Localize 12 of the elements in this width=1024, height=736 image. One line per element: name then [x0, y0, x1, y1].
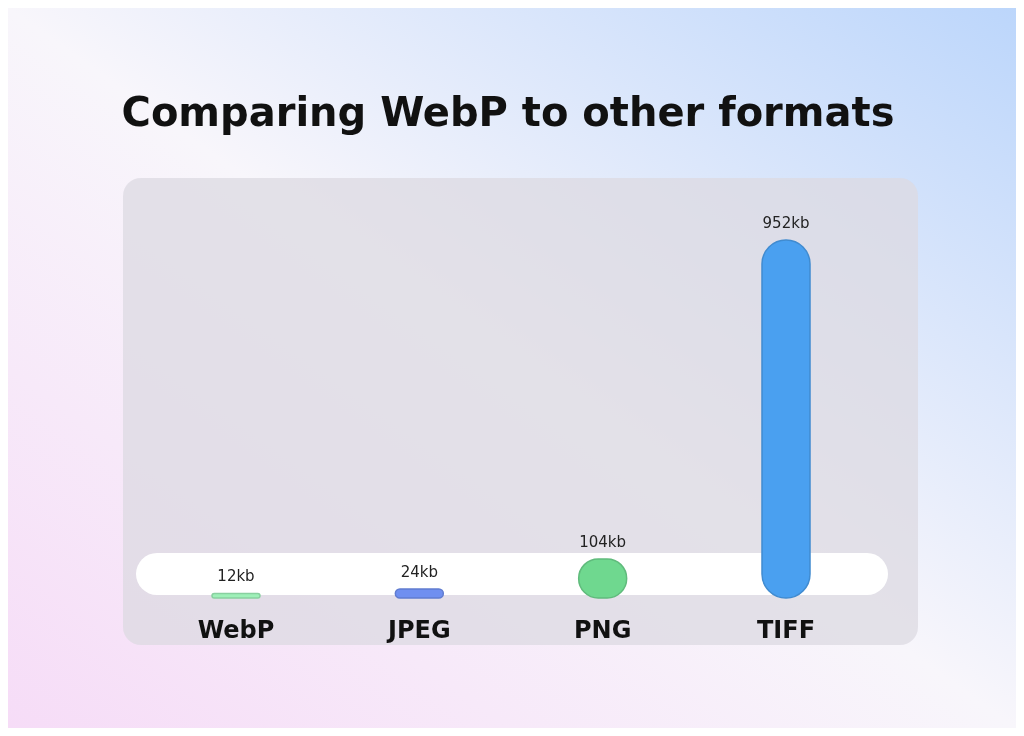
x-tick-label: TIFF	[756, 616, 816, 644]
bar	[761, 239, 811, 599]
bar	[394, 588, 445, 599]
bar	[211, 592, 261, 599]
data-label: 12kb	[217, 567, 255, 586]
x-tick-label: PNG	[573, 616, 632, 644]
chart-title: Comparing WebP to other formats	[121, 89, 895, 135]
data-label: 952kb	[762, 214, 810, 232]
data-label: 24kb	[400, 562, 438, 581]
x-tick-label: WebP	[197, 616, 275, 644]
data-label: 104kb	[579, 532, 627, 551]
x-tick-label: JPEG	[386, 616, 451, 644]
